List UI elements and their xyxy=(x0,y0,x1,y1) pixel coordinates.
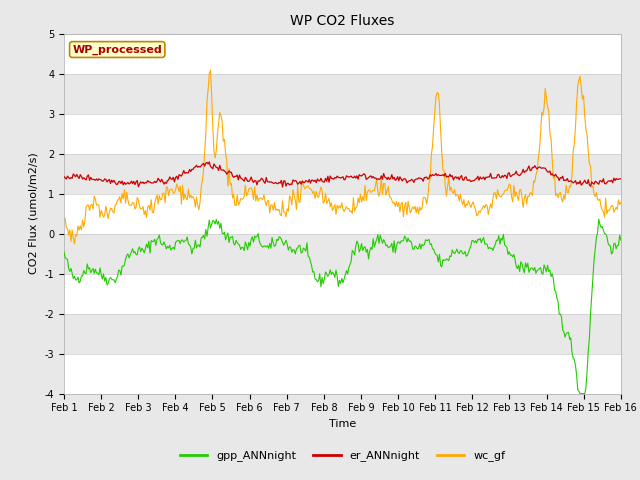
Bar xyxy=(64,274,621,313)
X-axis label: Time: Time xyxy=(329,419,356,429)
Bar xyxy=(64,354,621,394)
Title: WP CO2 Fluxes: WP CO2 Fluxes xyxy=(290,14,395,28)
Bar xyxy=(64,114,621,154)
Text: WP_processed: WP_processed xyxy=(72,44,162,55)
Bar xyxy=(64,193,621,234)
Y-axis label: CO2 Flux (umol/m2/s): CO2 Flux (umol/m2/s) xyxy=(29,153,39,275)
Legend: gpp_ANNnight, er_ANNnight, wc_gf: gpp_ANNnight, er_ANNnight, wc_gf xyxy=(175,446,509,466)
Bar xyxy=(64,34,621,73)
